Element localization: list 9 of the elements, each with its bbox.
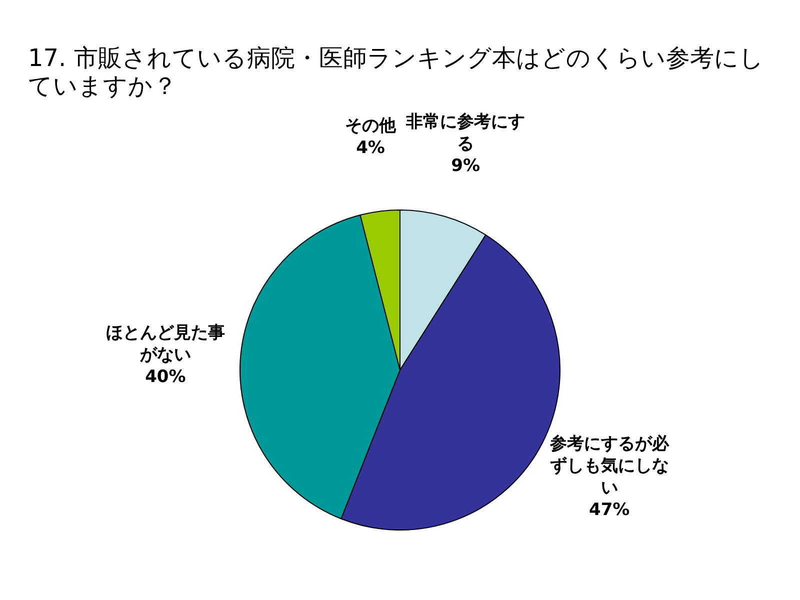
slice-label: ほとんど見た事がない: [106, 323, 225, 366]
data-label: 4%: [356, 138, 385, 158]
slice-label: 非常に参考にする: [406, 112, 526, 154]
slice-label: 参考にするが必ずしも気にしない: [550, 434, 669, 498]
data-label: 40%: [145, 367, 186, 388]
data-label: 47%: [589, 500, 630, 520]
data-label: 9%: [451, 156, 480, 176]
slice-label: その他: [345, 116, 396, 136]
chart-title: 17. 市販されている病院・医師ランキング本はどのくらい参考にしていますか？: [28, 44, 765, 100]
